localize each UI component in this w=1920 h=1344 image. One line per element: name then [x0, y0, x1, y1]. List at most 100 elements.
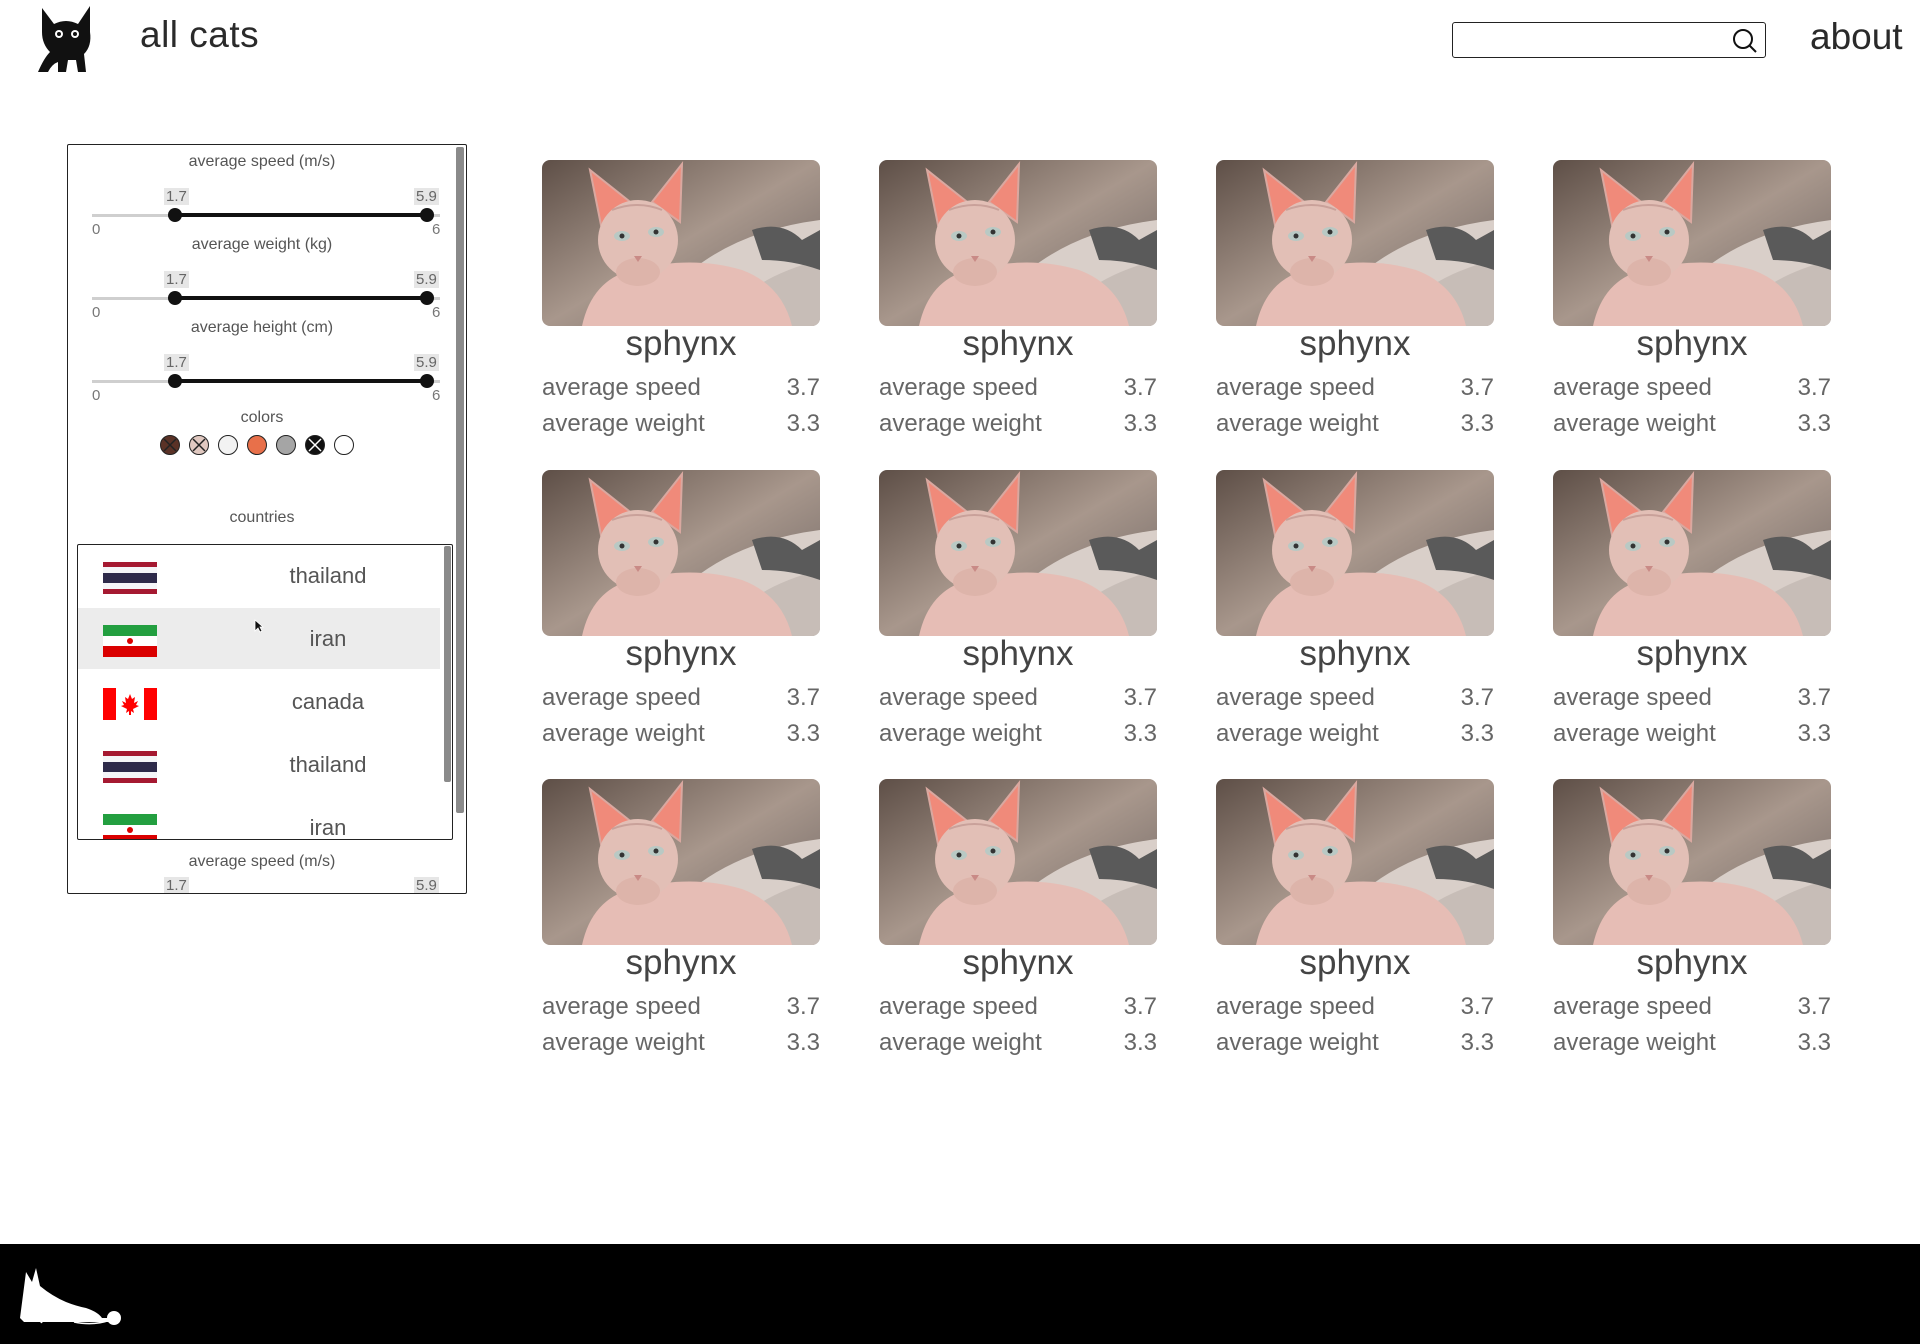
country-item[interactable]: iran	[78, 797, 440, 839]
cat-photo[interactable]	[1216, 160, 1494, 326]
cat-breed-name[interactable]: sphynx	[1299, 943, 1411, 982]
stat-label: average speed	[542, 374, 701, 401]
cat-photo[interactable]	[1216, 470, 1494, 636]
stat-value: 3.7	[786, 993, 820, 1020]
search-input[interactable]	[1461, 23, 1735, 57]
cat-card[interactable]: sphynx average speed 3.7 average weight 3.3	[879, 160, 1157, 460]
cat-photo[interactable]	[542, 160, 820, 326]
cat-photo[interactable]	[542, 779, 820, 945]
country-name: iran	[309, 815, 347, 840]
stat-label: average weight	[542, 720, 705, 747]
cat-card[interactable]: sphynx average speed 3.7 average weight 3.3	[879, 779, 1157, 1079]
cat-breed-name[interactable]: sphynx	[1636, 943, 1748, 982]
iran-flag-icon	[103, 814, 157, 839]
cat-card[interactable]: sphynx average speed 3.7 average weight 3.3	[1553, 470, 1831, 770]
cat-card[interactable]: sphynx average speed 3.7 average weight 3.3	[1553, 160, 1831, 460]
stat-label: average weight	[1553, 410, 1716, 437]
colors-label: colors	[240, 409, 284, 426]
mouse-cursor-icon	[254, 619, 265, 633]
cat-breed-name[interactable]: sphynx	[1299, 634, 1411, 673]
color-swatch[interactable]	[334, 435, 354, 455]
cat-photo[interactable]	[879, 470, 1157, 636]
country-list-scrollbar[interactable]	[444, 546, 451, 782]
cat-breed-name[interactable]: sphynx	[625, 324, 737, 363]
slider-high-value: 5.9	[414, 877, 439, 894]
stat-value: 3.7	[786, 684, 820, 711]
slider-min: 0	[92, 387, 101, 404]
cat-breed-name[interactable]: sphynx	[1636, 324, 1748, 363]
cat-card[interactable]: sphynx average speed 3.7 average weight 3.3	[542, 160, 820, 460]
cat-card[interactable]: sphynx average speed 3.7 average weight 3.3	[879, 470, 1157, 770]
cat-card[interactable]: sphynx average speed 3.7 average weight 3.3	[1216, 470, 1494, 770]
about-link[interactable]: about	[1810, 16, 1903, 57]
cat-photo[interactable]	[1553, 779, 1831, 945]
color-swatch[interactable]	[160, 435, 180, 455]
slider-range	[174, 213, 426, 217]
color-swatch[interactable]	[247, 435, 267, 455]
slider-low-handle[interactable]	[168, 291, 182, 305]
cat-breed-name[interactable]: sphynx	[1636, 634, 1748, 673]
country-item[interactable]: canada	[78, 671, 440, 732]
search-box[interactable]	[1452, 22, 1766, 58]
country-name: thailand	[289, 563, 367, 588]
cat-breed-name[interactable]: sphynx	[625, 634, 737, 673]
slider-high-handle[interactable]	[420, 208, 434, 222]
color-swatch[interactable]	[189, 435, 209, 455]
weight-range-slider[interactable]: average weight (kg) 1.7 5.9 0 6	[92, 236, 442, 321]
cat-playing-yarn-icon	[14, 1252, 124, 1328]
stat-value: 3.7	[786, 374, 820, 401]
stat-value: 3.7	[1123, 684, 1157, 711]
slider-high-handle[interactable]	[420, 374, 434, 388]
stat-label: average speed	[1216, 684, 1375, 711]
stat-label: average weight	[1216, 720, 1379, 747]
brand-title[interactable]: all cats	[140, 14, 260, 55]
cat-card[interactable]: sphynx average speed 3.7 average weight 3.3	[1553, 779, 1831, 1079]
cat-breed-name[interactable]: sphynx	[962, 634, 1074, 673]
stat-value: 3.7	[1123, 374, 1157, 401]
stat-label: average speed	[1553, 374, 1712, 401]
cat-photo[interactable]	[1216, 779, 1494, 945]
color-swatch[interactable]	[218, 435, 238, 455]
color-swatch[interactable]	[305, 435, 325, 455]
slider-max: 6	[432, 221, 441, 238]
cat-card[interactable]: sphynx average speed 3.7 average weight 3.3	[1216, 160, 1494, 460]
slider-high-value: 5.9	[414, 271, 439, 288]
stat-label: average weight	[542, 410, 705, 437]
height-range-slider[interactable]: average height (cm) 1.7 5.9 0 6	[92, 319, 442, 404]
slider-high-handle[interactable]	[420, 291, 434, 305]
stat-value: 3.7	[1797, 374, 1831, 401]
search-icon[interactable]	[1731, 27, 1759, 55]
cat-photo[interactable]	[542, 470, 820, 636]
stat-value: 3.3	[1460, 410, 1494, 437]
cat-photo[interactable]	[879, 779, 1157, 945]
filter-panel[interactable]: average speed (m/s) 1.7 5.9 0 6 average …	[67, 144, 467, 894]
cat-card[interactable]: sphynx average speed 3.7 average weight 3.3	[542, 779, 820, 1079]
cat-breed-name[interactable]: sphynx	[625, 943, 737, 982]
cat-card[interactable]: sphynx average speed 3.7 average weight 3.3	[1216, 779, 1494, 1079]
cat-breed-name[interactable]: sphynx	[1299, 324, 1411, 363]
stat-label: average speed	[879, 684, 1038, 711]
cat-photo[interactable]	[1553, 470, 1831, 636]
slider-min: 0	[92, 221, 101, 238]
cat-card[interactable]: sphynx average speed 3.7 average weight 3.3	[542, 470, 820, 770]
stat-value: 3.3	[786, 1029, 820, 1056]
canada-flag-icon	[103, 688, 157, 720]
slider-low-handle[interactable]	[168, 208, 182, 222]
stat-value: 3.7	[1797, 993, 1831, 1020]
cat-logo-icon[interactable]	[34, 2, 98, 76]
cat-photo[interactable]	[1553, 160, 1831, 326]
country-item[interactable]: iran	[78, 608, 440, 669]
cat-photo[interactable]	[879, 160, 1157, 326]
speed-range-slider[interactable]: average speed (m/s) 1.7 5.9 0 6	[92, 153, 442, 238]
color-swatch[interactable]	[276, 435, 296, 455]
panel-scrollbar[interactable]	[456, 147, 464, 813]
country-item[interactable]: thailand	[78, 545, 440, 606]
stat-value: 3.7	[1460, 684, 1494, 711]
stat-label: average speed	[1553, 993, 1712, 1020]
country-item[interactable]: thailand	[78, 734, 440, 795]
cat-breed-name[interactable]: sphynx	[962, 943, 1074, 982]
weight-slider-label: average weight (kg)	[191, 236, 333, 253]
cat-breed-name[interactable]: sphynx	[962, 324, 1074, 363]
country-list[interactable]: thailand iran canada thailand iran	[77, 544, 453, 840]
slider-low-handle[interactable]	[168, 374, 182, 388]
